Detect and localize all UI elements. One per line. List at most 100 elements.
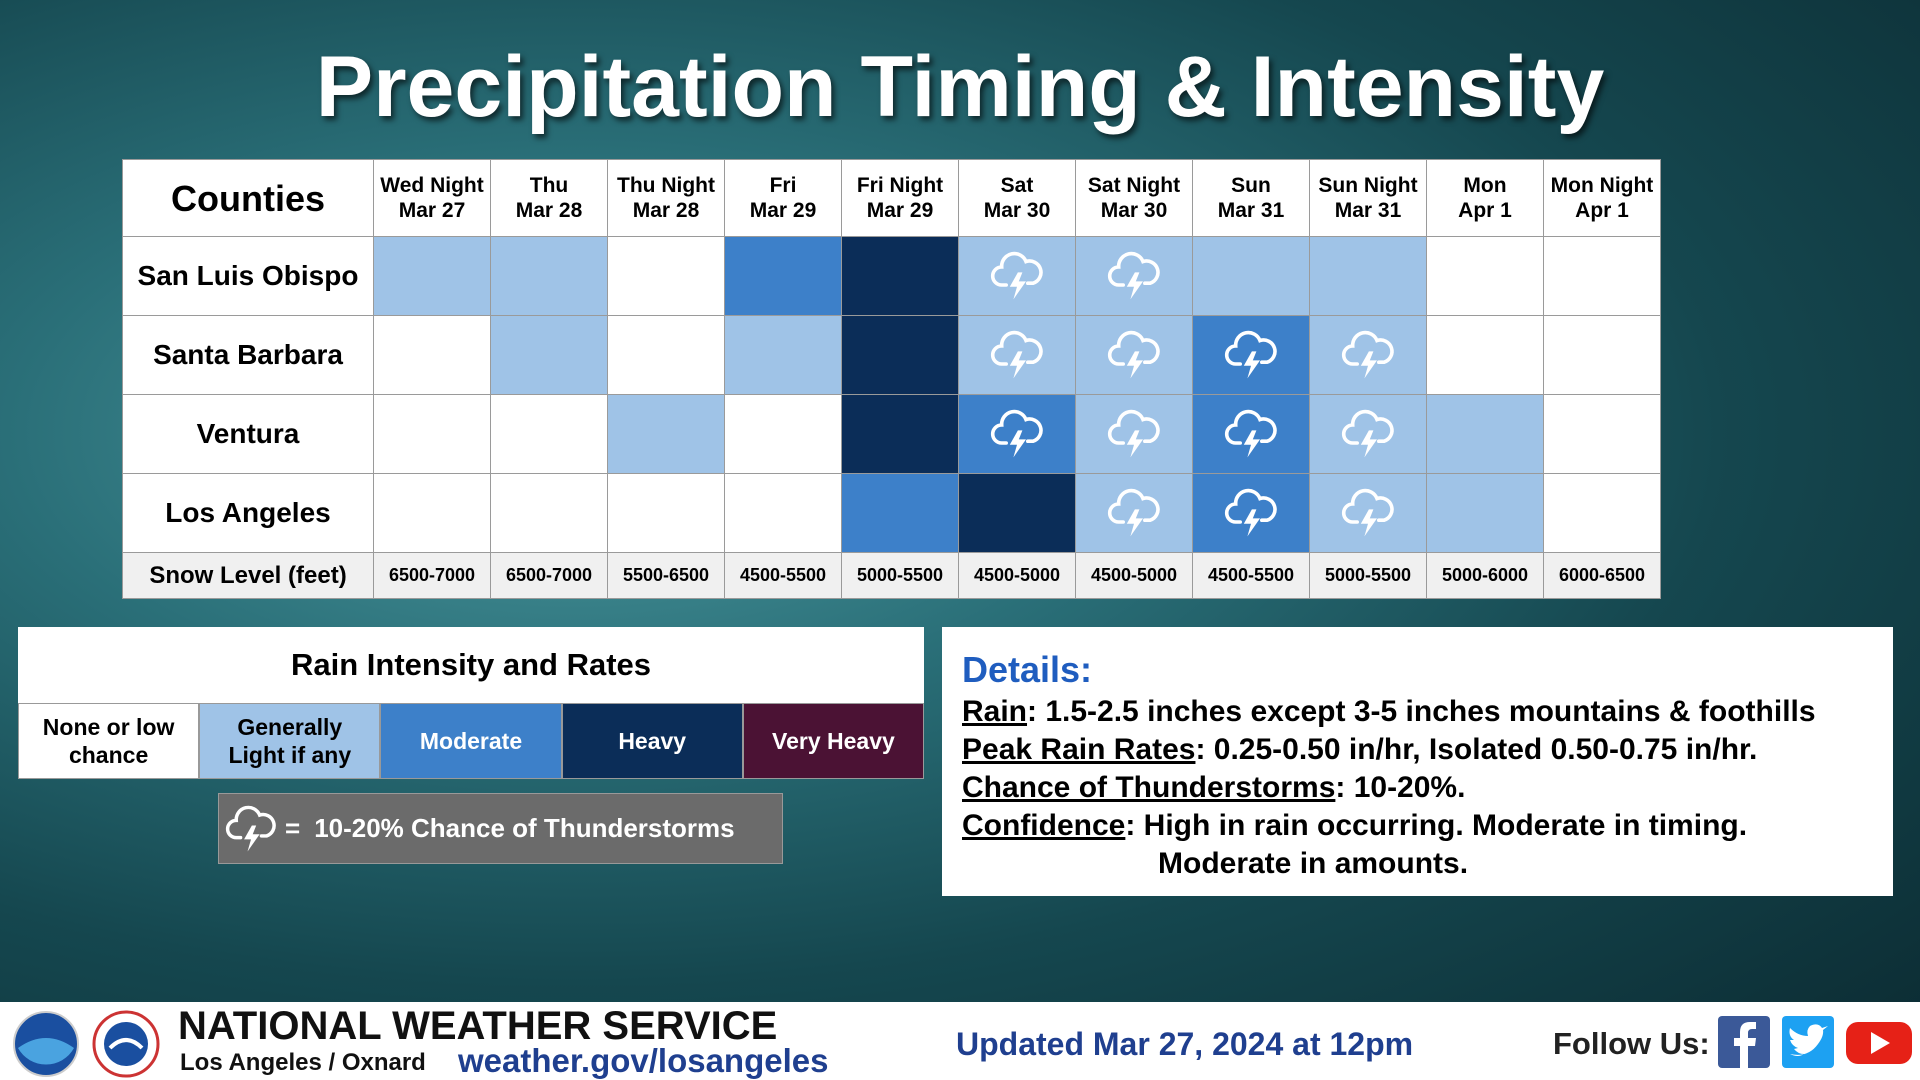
period-date: Mar 28 [632,199,700,222]
period-day: Wed Night [380,174,484,197]
snow-level: 4500-5500 [1192,552,1310,599]
youtube-icon[interactable] [1846,1022,1912,1064]
period-date: Mar 29 [749,199,817,222]
snow-level: 6000-6500 [1543,552,1661,599]
county-name: San Luis Obispo [122,236,374,316]
intensity-cell [373,236,491,316]
office-name: Los Angeles / Oxnard [180,1049,426,1076]
intensity-cell [607,473,725,553]
snow-label: Snow Level (feet) [122,552,374,599]
intensity-cell [1543,473,1661,553]
period-header: Fri Night Mar 29 [841,159,959,237]
intensity-cell [373,394,491,474]
county-row: San Luis Obispo [122,236,1661,316]
detail-text: : 0.25-0.50 in/hr, Isolated 0.50-0.75 in… [1195,733,1758,766]
intensity-cell [958,236,1076,316]
twitter-icon[interactable] [1782,1016,1834,1068]
intensity-cell [490,236,608,316]
detail-continuation: Moderate in amounts. [1158,847,1469,880]
snow-level: 5500-6500 [607,552,725,599]
intensity-cell [841,394,959,474]
period-day: Fri [769,174,797,197]
period-header: Sun Mar 31 [1192,159,1310,237]
detail-line: Peak Rain Rates: 0.25-0.50 in/hr, Isolat… [962,731,1873,769]
period-day: Fri Night [856,174,944,197]
intensity-cell [1192,394,1310,474]
intensity-cell [490,394,608,474]
intensity-cell [958,394,1076,474]
logos [13,1010,160,1078]
thunder-icon [990,407,1044,461]
period-day: Sat Night [1087,174,1181,197]
snow-row: Snow Level (feet) 6500-7000 6500-7000 5500-… [122,552,1661,599]
detail-text: : 1.5-2.5 inches except 3-5 inches mount… [1027,695,1816,728]
forecast-table: Counties Wed Night Mar 27 Thu Mar 28 Thu Nigh… [122,159,1661,599]
legend-title: Rain Intensity and Rates [290,647,652,682]
thunder-icon [990,328,1044,382]
thunder-legend: = 10-20% Chance of Thunderstorms [218,793,783,864]
intensity-cell [1192,315,1310,395]
intensity-cell [1192,473,1310,553]
period-header: Thu Night Mar 28 [607,159,725,237]
period-date: Apr 1 [1575,199,1629,222]
snow-level: 5000-5500 [1309,552,1427,599]
thunder-label: 10-20% Chance of Thunderstorms [314,813,735,843]
period-day: Mon [1463,174,1507,197]
intensity-cell [607,315,725,395]
thunder-icon [1224,328,1278,382]
website[interactable]: weather.gov/losangeles [458,1042,829,1079]
period-day: Sat [1000,174,1034,197]
period-date: Mar 28 [515,199,583,222]
thunder-icon [1107,407,1161,461]
county-name: Ventura [122,394,374,474]
county-row: Ventura [122,394,1661,474]
period-header: Thu Mar 28 [490,159,608,237]
period-header: Fri Mar 29 [724,159,842,237]
corner-header: Counties [122,159,374,237]
thunder-icon [990,249,1044,303]
snow-level: 6500-7000 [373,552,491,599]
intensity-cell [724,236,842,316]
detail-line: Chance of Thunderstorms: 10-20%. [962,769,1873,807]
detail-line: Confidence: High in rain occurring. Mode… [962,807,1873,845]
intensity-cell [1426,236,1544,316]
detail-text: : High in rain occurring. Moderate in ti… [1125,809,1748,842]
snow-level: 4500-5000 [1075,552,1193,599]
intensity-cell [1426,315,1544,395]
intensity-cell [1075,473,1193,553]
facebook-icon[interactable] [1718,1016,1770,1068]
county-name: Santa Barbara [122,315,374,395]
intensity-cell [607,394,725,474]
legend-item: Moderate [380,703,562,779]
period-date: Mar 31 [1217,199,1285,222]
agency-name: NATIONAL WEATHER SERVICE [178,1004,778,1048]
intensity-cell [373,315,491,395]
thunder-icon [225,803,277,855]
intensity-cell [841,473,959,553]
intensity-cell [724,394,842,474]
period-date: Apr 1 [1458,199,1512,222]
intensity-cell [1309,236,1427,316]
intensity-cell [1543,394,1661,474]
intensity-cell [724,315,842,395]
snow-level: 5000-5500 [841,552,959,599]
county-row: Los Angeles [122,473,1661,553]
intensity-cell [1309,315,1427,395]
intensity-cell [490,315,608,395]
intensity-cell [1426,394,1544,474]
intensity-cell [1309,473,1427,553]
legend: Rain Intensity and Rates None or low cha… [18,627,925,779]
equals-sign: = [285,813,301,843]
period-header: Sat Night Mar 30 [1075,159,1193,237]
thunder-icon [1107,486,1161,540]
snow-level: 5000-6000 [1426,552,1544,599]
period-day: Sun [1231,174,1271,197]
intensity-cell [841,315,959,395]
thunder-icon [1224,486,1278,540]
legend-item: None or low chance [18,703,200,779]
period-header: Wed Night Mar 27 [373,159,491,237]
details-box: Details: Rain: 1.5-2.5 inches except 3-5… [942,627,1893,896]
period-header: Mon Apr 1 [1426,159,1544,237]
county-name: Los Angeles [122,473,374,553]
thunder-icon [1224,407,1278,461]
